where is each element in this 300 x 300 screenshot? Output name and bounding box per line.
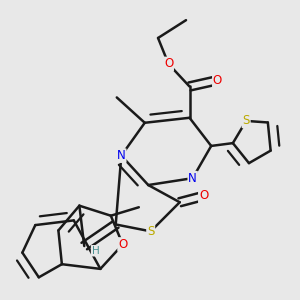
Text: S: S bbox=[147, 225, 154, 238]
Text: O: O bbox=[213, 74, 222, 87]
Text: O: O bbox=[164, 58, 173, 70]
Text: N: N bbox=[188, 172, 197, 185]
Text: N: N bbox=[117, 149, 126, 162]
Text: S: S bbox=[242, 114, 250, 128]
Text: O: O bbox=[199, 190, 208, 202]
Text: O: O bbox=[118, 238, 128, 251]
Text: H: H bbox=[92, 246, 99, 256]
